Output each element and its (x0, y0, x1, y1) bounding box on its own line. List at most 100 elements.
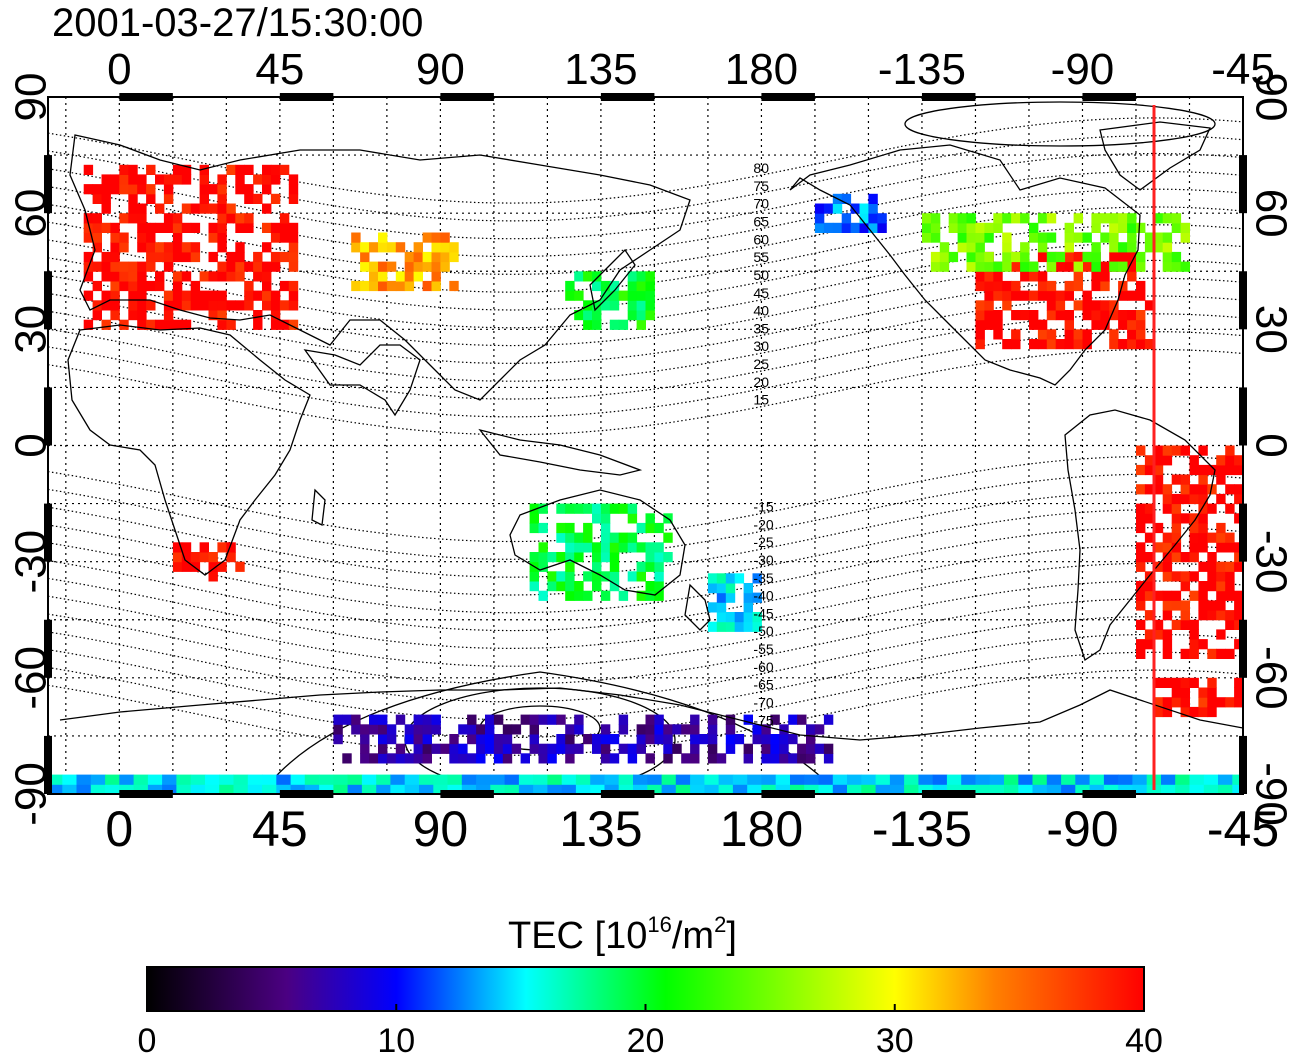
tec-cell (1144, 455, 1155, 466)
colorbar-tick-label: 30 (876, 1022, 914, 1057)
tec-cell (1037, 271, 1048, 282)
tec-cell (1162, 484, 1173, 495)
tec-cell (181, 561, 192, 572)
tec-cell (1046, 774, 1062, 785)
tec-cell (490, 774, 506, 785)
tec-cell (1162, 706, 1173, 718)
tec-cell (146, 242, 156, 253)
tec-cell (918, 774, 934, 785)
tec-cell (262, 174, 272, 185)
tec-cell (253, 193, 263, 204)
frame-tick-top (279, 93, 334, 101)
tec-cell (1189, 455, 1199, 466)
tec-cell (574, 542, 584, 553)
frame-tick-right (1239, 619, 1247, 678)
tec-cell (806, 724, 816, 735)
tec-cell (1020, 251, 1030, 263)
tec-cell (351, 724, 361, 735)
tec-cell (1055, 310, 1066, 321)
tec-cell (1198, 445, 1208, 456)
tec-cell (993, 261, 1003, 272)
tec-cell (413, 261, 423, 272)
tec-cell (119, 242, 129, 253)
tec-cell (609, 753, 620, 764)
tec-cell (404, 734, 415, 745)
tec-cell (1073, 261, 1083, 272)
tec-cell (110, 280, 120, 292)
tec-cell (752, 724, 762, 735)
tec-cell (939, 251, 950, 263)
mag-lat-label: 55 (753, 249, 769, 265)
tec-cell (645, 310, 655, 321)
tec-cell (190, 222, 201, 233)
tec-cell (1162, 261, 1173, 272)
tec-cell (413, 743, 423, 754)
tec-cell (946, 784, 962, 794)
tec-cell (181, 319, 192, 330)
tec-cell (565, 734, 575, 745)
tec-cell (1020, 261, 1030, 272)
tec-cell (1171, 571, 1182, 582)
tec-cell (1109, 300, 1119, 311)
tec-cell (752, 621, 762, 632)
tec-cell (235, 164, 245, 175)
tec-cell (518, 784, 534, 794)
tec-cell (163, 300, 174, 311)
tec-cell (707, 734, 718, 745)
tec-cell (675, 774, 691, 785)
tec-cell (1153, 706, 1164, 718)
tec-cell (618, 290, 629, 301)
tec-cell (1180, 648, 1190, 659)
tec-cell (609, 571, 620, 582)
tec-cell (128, 271, 138, 282)
frame-tick-left (44, 503, 52, 562)
tec-cell (861, 774, 877, 785)
tec-cell (654, 714, 664, 725)
tec-cell (1225, 571, 1235, 582)
tec-cell (1091, 319, 1101, 330)
tec-cell (431, 714, 441, 725)
tec-cell (1144, 242, 1155, 253)
tec-cell (1189, 464, 1199, 476)
tec-cell (235, 561, 245, 572)
tec-cell (859, 203, 869, 214)
tec-cell (378, 232, 388, 243)
tec-cell (716, 573, 727, 584)
tec-cell (155, 251, 165, 263)
tec-cell (110, 222, 120, 233)
tec-cell (618, 542, 629, 553)
tec-cell (378, 242, 388, 253)
tec-cell (1073, 339, 1083, 350)
tec-cell (1046, 300, 1057, 311)
tec-cell (556, 522, 566, 534)
tec-cell (431, 232, 441, 243)
tec-cell (347, 784, 363, 794)
tec-cell (419, 774, 434, 785)
tec-cell (1225, 590, 1235, 601)
tec-cell (119, 261, 129, 272)
tec-cell (645, 753, 655, 764)
tec-cell (961, 774, 976, 785)
mag-lat-label: -50 (753, 623, 773, 639)
tec-cell (262, 203, 272, 214)
tec-cell (1171, 677, 1182, 688)
mag-lat-label: 20 (753, 374, 769, 390)
tec-cell (583, 590, 593, 601)
tec-cell (1171, 600, 1182, 611)
tec-cell (208, 290, 218, 301)
tec-cell (797, 753, 807, 764)
tec-cell (119, 232, 129, 243)
tec-cell (1252, 600, 1261, 610)
tec-cell (716, 753, 727, 764)
tec-cell (984, 280, 994, 292)
tec-cell (984, 251, 994, 263)
tec-cell (447, 774, 463, 785)
tec-cell (1203, 774, 1219, 785)
tec-cell (1180, 610, 1190, 621)
tec-cell (262, 164, 272, 175)
tec-cell (877, 213, 887, 224)
tec-cell (511, 724, 522, 735)
tec-cell (235, 261, 245, 272)
tec-cell (1011, 329, 1021, 340)
tec-cell (1162, 542, 1173, 553)
